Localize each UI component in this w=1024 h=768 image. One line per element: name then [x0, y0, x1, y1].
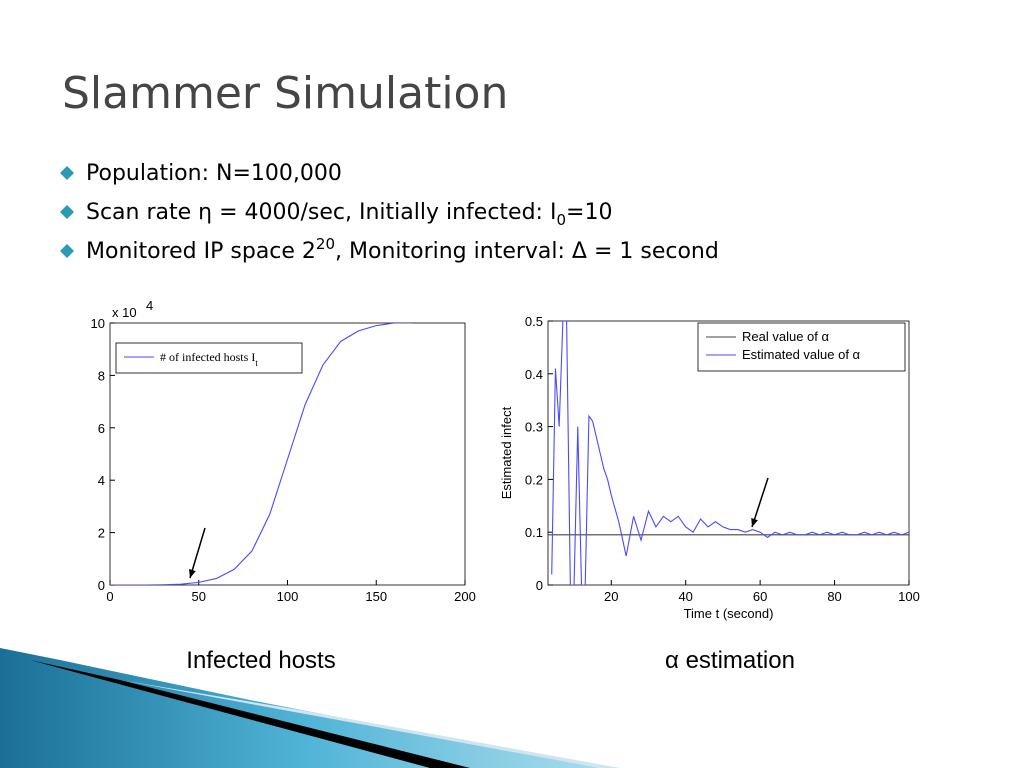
- x-tick-label: 40: [678, 589, 692, 604]
- bullet-segment: 20: [316, 235, 335, 253]
- legend-label: Estimated value of α: [742, 347, 861, 362]
- legend-subscript: t: [255, 358, 258, 368]
- x-tick-label: 0: [106, 589, 113, 604]
- legend-label: Real value of α: [742, 329, 829, 344]
- y-tick-label: 0: [98, 578, 105, 593]
- y-tick-label: 8: [98, 368, 105, 383]
- chart: 20 40 60 80 100 0 0.1 0.2 0.3 0.4 0.5 Time t (secon…: [499, 314, 920, 674]
- legend-box: [697, 322, 906, 372]
- plot-frame: [547, 320, 910, 586]
- x-tick-label: 200: [454, 589, 476, 604]
- x-tick-label: 100: [898, 589, 920, 604]
- y-tick-label: 0.5: [525, 314, 543, 329]
- legend-label: # of infected hosts It: [160, 350, 258, 368]
- bullet-segment: =10: [566, 200, 612, 225]
- legend-box: [115, 342, 303, 374]
- y-tick-label: 0.2: [525, 472, 543, 487]
- y-tick-label: 0.1: [525, 525, 543, 540]
- bullet-marker: [60, 244, 74, 258]
- decoration: [0, 648, 620, 768]
- legend-name: Estimated value of α: [742, 347, 861, 362]
- data-line: [110, 323, 412, 585]
- legend-name: Real value of α: [742, 329, 829, 344]
- y-tick-label: 0: [536, 578, 543, 593]
- chart: 0 50 100 150 200 0 2 4 6 8 10 x 10 4 # of infected ho…: [91, 298, 476, 674]
- y-axis-label: Estimated infect: [499, 406, 514, 499]
- bullet-segment: Monitored IP space 2: [86, 239, 316, 264]
- y-tick-label: 10: [91, 316, 105, 331]
- arrow-head: [189, 569, 196, 578]
- x-tick-label: 20: [604, 589, 618, 604]
- caption: Infected hosts: [186, 647, 335, 674]
- arrow-head: [751, 518, 758, 527]
- bullet-marker: [60, 166, 74, 180]
- y-tick-label: 0.3: [525, 420, 543, 435]
- slide-title: Slammer Simulation: [62, 68, 508, 119]
- arrow-shaft: [189, 527, 206, 579]
- y-tick-label: 6: [98, 421, 105, 436]
- bullet-text: Scan rate η = 4000/sec, Initially infect…: [86, 200, 612, 229]
- bullet-text: Monitored IP space 220, Monitoring inter…: [86, 235, 719, 264]
- bullet-segment: , Monitoring interval: Δ = 1 second: [335, 239, 719, 264]
- x-tick-label: 60: [753, 589, 767, 604]
- y-scale: x 10: [112, 305, 137, 320]
- y-scale-exponent: 4: [146, 298, 153, 313]
- y-tick-label: 4: [98, 473, 105, 488]
- caption: α estimation: [665, 647, 795, 674]
- y-tick-label: 0.4: [525, 367, 543, 382]
- x-axis-label: Time t (second): [684, 606, 774, 621]
- arrow-shaft: [751, 477, 769, 528]
- bullet-segment: Population: N=100,000: [86, 161, 342, 186]
- data-line: [551, 321, 909, 585]
- x-tick-label: 100: [277, 589, 299, 604]
- bullet-marker: [60, 205, 74, 219]
- x-tick-label: 80: [827, 589, 841, 604]
- x-tick-label: 150: [365, 589, 387, 604]
- bullet-text: Population: N=100,000: [86, 161, 342, 186]
- y-tick-label: 2: [98, 526, 105, 541]
- bullet-segment: Scan rate η = 4000/sec, Initially infect…: [86, 200, 556, 225]
- x-tick-label: 50: [192, 589, 206, 604]
- bullet-segment: 0: [556, 211, 566, 229]
- legend-name: # of infected hosts I: [160, 350, 255, 364]
